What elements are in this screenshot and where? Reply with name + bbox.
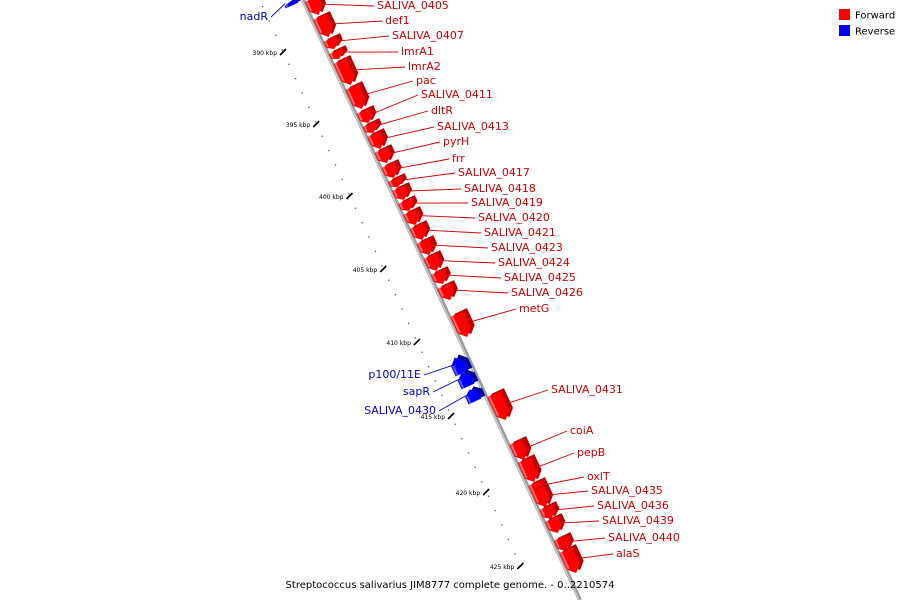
gene-label: SALIVA_0423 [432,241,563,254]
gene-label: SALIVA_0426 [453,286,583,299]
gene-label-text: SALIVA_0431 [551,383,623,396]
genome-caption: Streptococcus salivarius JIM8777 complet… [286,580,615,591]
gene-label: lmrA1 [343,45,434,58]
gene-label-text: SALIVA_0435 [591,484,663,497]
gene-label-text: SALIVA_0407 [392,29,464,42]
gene-label-text: sapR [403,385,430,398]
gene-label-text: SALIVA_0430 [364,404,436,417]
gene-label: alaS [577,547,640,560]
gene-label: SALIVA_0425 [446,271,576,284]
gene-saliva-0430[interactable] [465,386,485,404]
legend-forward-label: Forward [855,11,895,22]
gene-label-text: coiA [570,424,594,437]
gene-label: SALIVA_0439 [560,514,673,527]
gene-label-text: SALIVA_0411 [421,88,493,101]
gene-label-text: lmrA2 [408,60,441,73]
scale-tick: 395 kbp [286,121,319,129]
gene-label-text: SALIVA_0413 [437,120,509,133]
gene-label: SALIVA_0417 [402,166,530,180]
gene-label: SALIVA_0407 [338,29,464,42]
gene-label: sapR [403,379,459,398]
gene-label: SALIVA_0430 [364,395,466,417]
scale-tick-label: 405 kbp [353,267,378,274]
gene-label-text: SALIVA_0423 [491,241,563,254]
gene-label: frr [397,152,465,169]
gene-label-text: SALIVA_0439 [602,514,674,527]
gene-label-text: SALIVA_0419 [471,196,543,209]
gene-label-text: frr [452,152,465,165]
gene-label: SALIVA_0405 [321,0,449,12]
gene-label: SALIVA_0421 [425,226,556,239]
gene-label-text: SALIVA_0436 [597,499,669,512]
gene-nadr[interactable] [285,0,303,8]
gene-label: SALIVA_0420 [419,211,550,224]
gene-label: SALIVA_0431 [506,383,623,404]
gene-label-text: oxlT [587,470,610,483]
gene-label-text: SALIVA_0424 [498,256,570,269]
gene-label-text: SALIVA_0421 [484,226,556,239]
gene-label-text: dltR [431,104,453,117]
gene-label-text: SALIVA_0418 [464,182,536,195]
gene-label-text: p100/11E [368,368,421,381]
gene-label: lmrA2 [351,60,440,73]
gene-label-text: pepB [577,446,605,459]
gene-label-text: pyrH [443,135,469,148]
gene-label-text: SALIVA_0417 [458,166,530,179]
gene-label-text: pac [416,74,436,87]
scale-tick: 410 kbp [386,339,419,347]
scale-tick: 390 kbp [253,49,286,57]
gene-label-text: SALIVA_0420 [478,211,550,224]
gene-label: p100/11E [368,365,452,381]
scale-tick: 405 kbp [353,266,386,274]
gene-pac[interactable] [345,81,369,109]
gene-label: pepB [535,446,605,468]
scale-tick-label: 425 kbp [490,564,515,571]
gene-label: SALIVA_0436 [554,499,668,512]
scale-tick: 420 kbp [456,489,489,497]
gene-metg[interactable] [450,308,474,337]
gene-label-text: metG [519,302,549,315]
gene-label-text: nadR [240,10,269,23]
gene-label-text: SALIVA_0425 [504,271,576,284]
gene-label-text: lmrA1 [401,45,434,58]
legend-reverse-swatch [839,25,850,36]
gene-label: SALIVA_0419 [413,196,543,209]
legend-forward-swatch [839,9,850,20]
gene-label: SALIVA_0418 [407,182,536,195]
gene-label: SALIVA_0424 [439,256,570,269]
gene-label: pyrH [390,135,469,154]
gene-label: metG [468,302,549,323]
gene-label-text: def1 [385,14,410,27]
gene-label: oxlT [543,470,610,485]
gene-label: SALIVA_0440 [569,531,680,544]
gene-label-text: SALIVA_0405 [377,0,449,12]
gene-saliva-0431[interactable] [487,388,513,420]
scale-tick-label: 400 kbp [319,194,344,201]
gene-label-text: SALIVA_0440 [608,531,680,544]
gene-label-text: alaS [616,547,640,560]
scale-tick-label: 395 kbp [286,122,311,129]
gene-label: SALIVA_0435 [548,484,663,497]
legend: Forward Reverse [839,9,895,38]
scale-tick: 400 kbp [319,193,352,201]
gene-label: coiA [526,424,594,448]
scale-tick-label: 420 kbp [456,490,481,497]
gene-label-text: SALIVA_0426 [511,286,583,299]
scale-tick-label: 410 kbp [386,340,411,347]
legend-reverse-label: Reverse [855,27,895,38]
gene-label: def1 [330,14,410,27]
scale-tick-label: 390 kbp [253,50,278,57]
scale-tick: 425 kbp [490,563,523,571]
gene-labels: nadR SALIVA_0405 def1 SALIVA_0407 lmrA1 lmrA2… [240,0,680,560]
